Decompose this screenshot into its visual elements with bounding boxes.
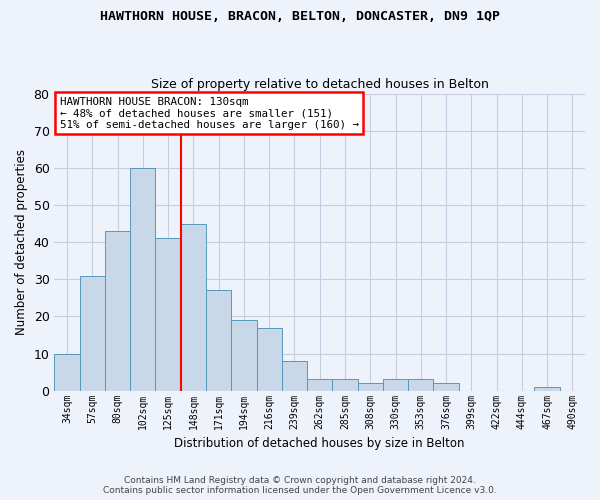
Bar — [358, 383, 383, 390]
Bar — [206, 290, 231, 390]
Bar — [307, 380, 332, 390]
Text: Contains HM Land Registry data © Crown copyright and database right 2024.
Contai: Contains HM Land Registry data © Crown c… — [103, 476, 497, 495]
Bar — [181, 224, 206, 390]
Text: HAWTHORN HOUSE, BRACON, BELTON, DONCASTER, DN9 1QP: HAWTHORN HOUSE, BRACON, BELTON, DONCASTE… — [100, 10, 500, 23]
Bar — [55, 354, 80, 391]
Bar — [130, 168, 155, 390]
Bar — [282, 361, 307, 390]
X-axis label: Distribution of detached houses by size in Belton: Distribution of detached houses by size … — [175, 437, 465, 450]
Bar — [383, 380, 408, 390]
Bar — [433, 383, 458, 390]
Bar — [408, 380, 433, 390]
Bar — [155, 238, 181, 390]
Bar — [105, 231, 130, 390]
Bar — [535, 387, 560, 390]
Title: Size of property relative to detached houses in Belton: Size of property relative to detached ho… — [151, 78, 488, 91]
Bar — [332, 380, 358, 390]
Text: HAWTHORN HOUSE BRACON: 130sqm
← 48% of detached houses are smaller (151)
51% of : HAWTHORN HOUSE BRACON: 130sqm ← 48% of d… — [60, 96, 359, 130]
Bar — [257, 328, 282, 390]
Y-axis label: Number of detached properties: Number of detached properties — [15, 149, 28, 335]
Bar — [80, 276, 105, 390]
Bar — [231, 320, 257, 390]
